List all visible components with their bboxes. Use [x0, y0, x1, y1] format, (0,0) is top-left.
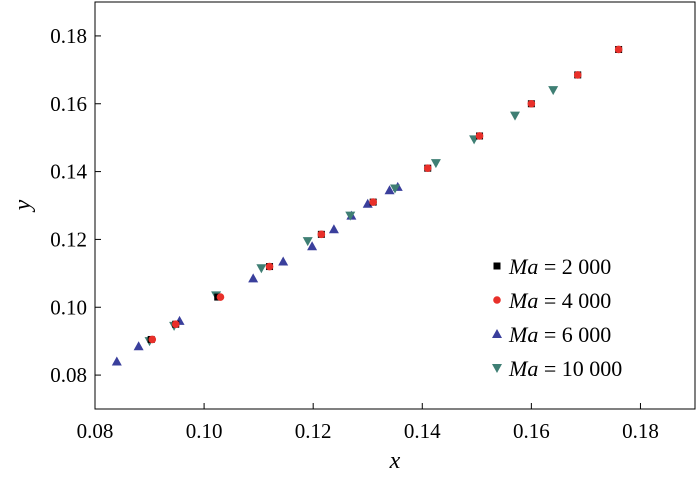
y-axis-title: y [10, 199, 36, 212]
legend-label-variable: Ma [508, 356, 538, 381]
data-point [216, 293, 225, 301]
x-tick-label: 0.08 [77, 419, 114, 443]
legend-label-variable: Ma [508, 322, 538, 347]
data-point [345, 211, 356, 221]
legend-marker [492, 329, 502, 338]
legend-label-variable: Ma [508, 254, 538, 279]
legend-label-variable: Ma [508, 288, 538, 313]
x-axis: 0.08 0.10 0.12 0.14 0.16 0.18 [77, 403, 659, 443]
legend-label-value: = 4 000 [538, 288, 611, 313]
data-point [390, 184, 400, 194]
data-point [248, 273, 259, 283]
data-point [171, 320, 180, 329]
data-point [278, 256, 289, 266]
data-point [614, 45, 623, 54]
legend-marker [492, 364, 502, 373]
data-point [111, 356, 122, 366]
data-point [328, 224, 339, 234]
data-point [548, 86, 559, 96]
y-tick-label: 0.12 [50, 227, 87, 251]
series-circle [148, 45, 623, 344]
data-point [527, 99, 536, 108]
plot-frame [94, 1, 696, 410]
legend-entry: Ma = 10 000 [508, 356, 622, 381]
data-point [265, 262, 274, 271]
data-point [475, 132, 484, 140]
data-point [317, 230, 326, 239]
data-point [307, 241, 318, 251]
x-tick-label: 0.16 [513, 419, 550, 443]
data-point [302, 237, 313, 247]
data-point [133, 341, 144, 351]
series-triangle-down [144, 86, 559, 347]
data-point [384, 185, 395, 195]
data-point [369, 198, 377, 206]
data-points [111, 45, 623, 366]
data-point [430, 159, 441, 169]
x-tick-label: 0.10 [186, 419, 223, 443]
legend-entry: Ma = 6 000 [508, 322, 611, 347]
y-tick-label: 0.08 [50, 363, 87, 387]
data-point [423, 164, 432, 172]
x-tick-label: 0.18 [622, 419, 659, 443]
legend-marker [493, 262, 501, 270]
x-axis-title: x [389, 448, 401, 474]
y-tick-label: 0.18 [50, 24, 87, 48]
legend-label-value: = 2 000 [538, 254, 611, 279]
data-point [510, 111, 520, 121]
y-tick-label: 0.14 [50, 160, 87, 184]
legend-marker [493, 296, 501, 304]
legend-entry: Ma = 2 000 [508, 254, 611, 279]
data-point [573, 71, 582, 79]
legend-entry: Ma = 4 000 [508, 288, 611, 313]
data-point [148, 335, 157, 344]
y-tick-label: 0.16 [50, 92, 87, 116]
data-point [256, 264, 267, 274]
legend-label-value: = 10 000 [538, 356, 622, 381]
y-axis: 0.08 0.10 0.12 0.14 0.16 0.18 [50, 24, 101, 387]
y-tick-label: 0.10 [50, 295, 87, 319]
x-tick-label: 0.12 [295, 419, 332, 443]
x-tick-label: 0.14 [404, 419, 441, 443]
legend-label-value: = 6 000 [538, 322, 611, 347]
